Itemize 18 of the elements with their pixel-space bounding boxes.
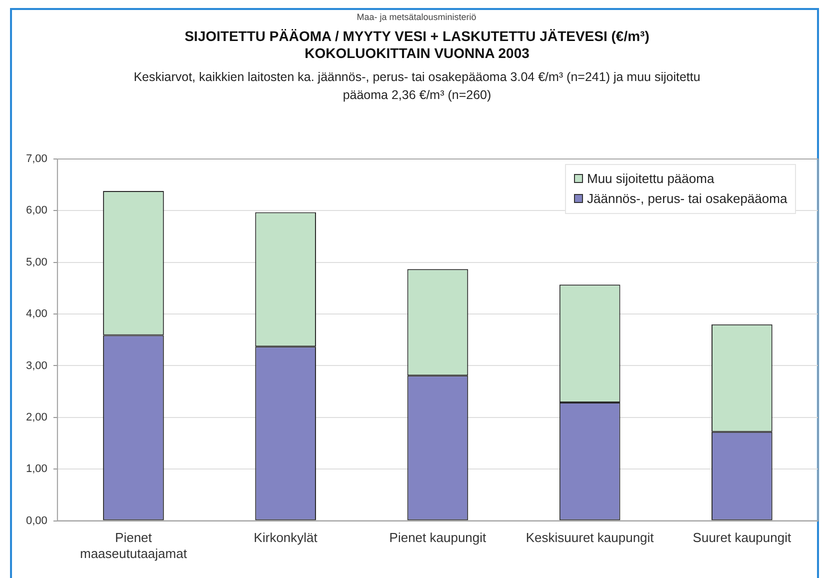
x-tick-label: Keskisuuret kaupungit — [526, 530, 654, 546]
y-tick-label: 1,00 — [26, 463, 48, 476]
legend-label: Jäännös-, perus- tai osakepääoma — [587, 191, 788, 206]
y-tick-label: 0,00 — [26, 514, 48, 527]
y-tick-label: 2,00 — [26, 411, 48, 424]
y-tick-label: 3,00 — [26, 360, 48, 372]
y-tick-label: 7,00 — [26, 153, 48, 166]
x-tick-label: Kirkonkylät — [254, 530, 318, 546]
y-tick-label: 6,00 — [26, 204, 48, 217]
y-tick-label: 5,00 — [26, 256, 48, 268]
x-tick-label: Pienet kaupungit — [389, 530, 487, 546]
text: Maa- ja metsätalousministeriö — [356, 12, 478, 22]
x-tick-label: Suuret kaupungit — [692, 530, 792, 546]
y-tick-label: 4,00 — [26, 308, 48, 320]
chart-title: SIJOITETTU PÄÄOMA / MYYTY VESI + LASKUTETTU JÄTEVESI (€/m³) KOKOLUOKITTAIN VUONNA 2003 — [184, 28, 650, 62]
x-tick-label: Pienet maaseututaajamat — [80, 530, 188, 561]
legend-label: Muu sijoitettu pääoma — [587, 171, 714, 186]
chart-subtitle: Keskiarvot, kaikkien laitosten ka. jäännös-, perus- tai osakepääoma 3.04 €/m³ (n=241) ja muu sijoitettu pääoma 2,36 €/m³ (n=260) — [132, 69, 702, 104]
